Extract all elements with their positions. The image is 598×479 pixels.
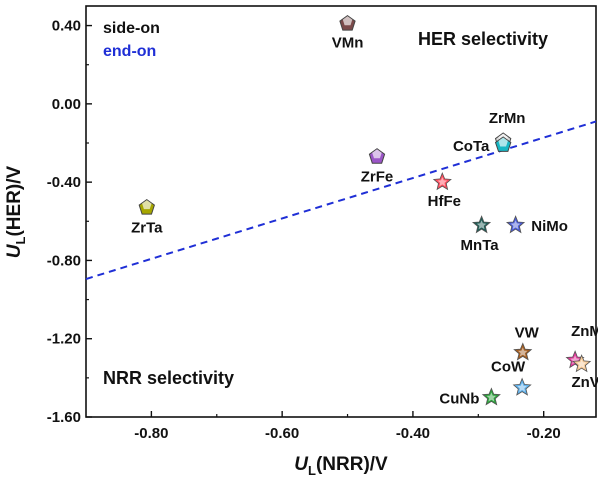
marker-highlight-zrta — [142, 200, 152, 210]
legend-end-on: end-on — [103, 43, 156, 60]
point-label-cota: CoTa — [453, 138, 490, 155]
point-label-zrfe: ZrFe — [361, 169, 394, 186]
marker-highlight-vw — [518, 347, 528, 357]
region-label-nrr: NRR selectivity — [103, 368, 234, 388]
legend-side-on: side-on — [103, 20, 160, 37]
marker-highlight-hffe — [437, 177, 448, 187]
marker-highlight-nimo — [510, 220, 521, 230]
point-label-cunb: CuNb — [439, 390, 479, 407]
y-tick-label: 0.40 — [52, 18, 81, 35]
boundary-line — [85, 120, 597, 280]
y-tick-label: -0.40 — [47, 174, 81, 191]
point-label-hffe: HfFe — [428, 193, 461, 210]
marker-highlight-zrfe — [372, 149, 382, 159]
plot-frame — [85, 5, 597, 418]
x-tick-label: -0.20 — [527, 425, 561, 442]
point-label-nimo: NiMo — [531, 218, 568, 235]
point-label-zrmn: ZrMn — [489, 110, 526, 127]
point-label-znv: ZnV — [571, 374, 598, 391]
y-axis-title: UL(HER)/V — [4, 165, 28, 258]
x-tick-label: -0.80 — [134, 425, 168, 442]
y-tick-label: 0.00 — [52, 96, 81, 113]
point-label-zrta: ZrTa — [131, 220, 163, 237]
point-label-mnta: MnTa — [461, 237, 500, 254]
y-tick-label: -0.80 — [47, 252, 81, 269]
marker-highlight-cota — [498, 137, 508, 147]
y-tick-label: -1.20 — [47, 331, 81, 348]
legend: side-on end-on — [103, 20, 160, 60]
y-tick-label: -1.60 — [47, 409, 81, 426]
point-label-znmo: ZnMo — [571, 323, 598, 340]
region-label-her: HER selectivity — [418, 29, 548, 49]
point-label-cow: CoW — [491, 359, 526, 376]
marker-highlight-vmn — [342, 16, 353, 26]
point-label-vw: VW — [515, 324, 540, 341]
marker-highlight-cunb — [486, 392, 497, 402]
x-tick-label: -0.40 — [396, 425, 430, 442]
plot-area: -0.80 -0.60 -0.40 -0.20 0.40 0.00 -0.40 -0.80 -1… — [47, 5, 598, 442]
marker-highlight-mnta — [476, 220, 487, 230]
marker-highlight-cow — [517, 382, 527, 392]
point-label-vmn: VMn — [332, 35, 364, 52]
marker-highlight-znv — [576, 359, 587, 369]
x-axis-title: UL(NRR)/V — [294, 454, 388, 478]
x-tick-label: -0.60 — [265, 425, 299, 442]
